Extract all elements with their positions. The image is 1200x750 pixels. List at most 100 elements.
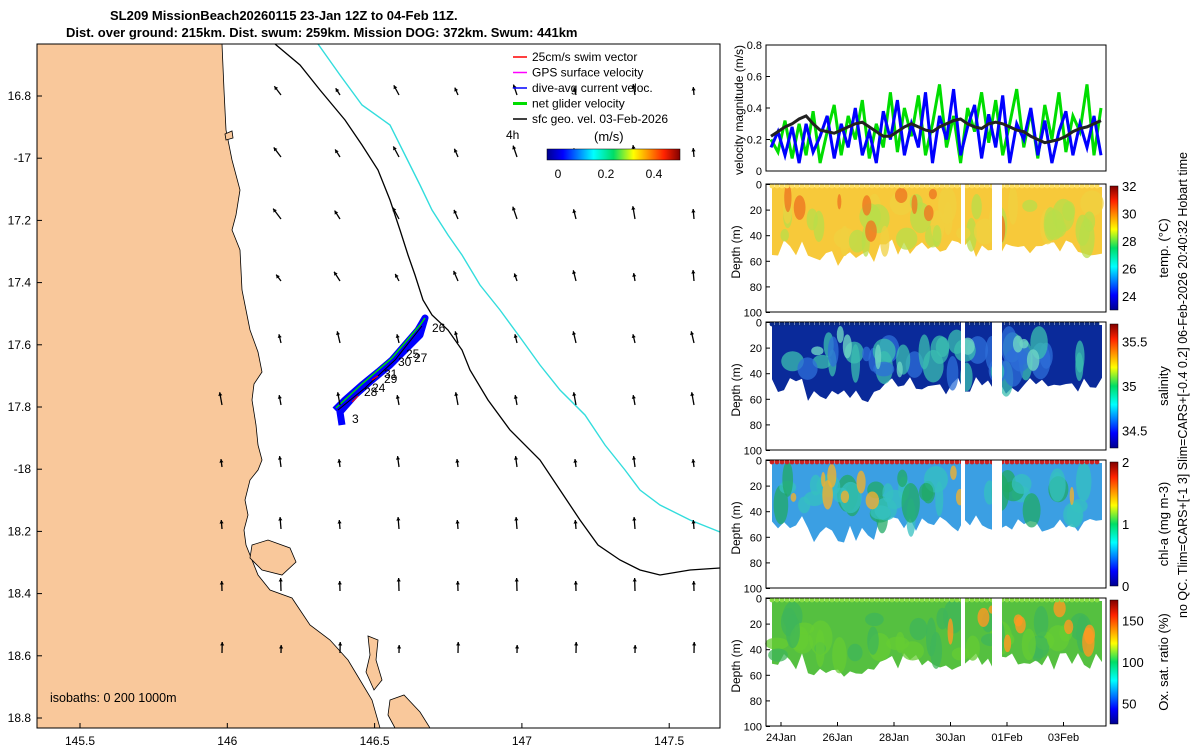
velocity-arrow-head (572, 209, 577, 214)
velocity-arrow-head (276, 274, 280, 279)
depth-tick: 100 (744, 722, 762, 734)
colorbar-tick: 50 (1122, 696, 1136, 711)
velocity-arrow-head (691, 520, 696, 524)
time-tick-label: 01Feb (991, 732, 1022, 744)
velocity-ytick: 0.8 (747, 40, 762, 52)
lat-tick-label: 18.8 (8, 711, 32, 725)
track-day-label: 29 (384, 372, 398, 386)
velocity-arrow-head (692, 642, 697, 646)
velocity-arrow-head (572, 392, 577, 396)
velocity-arrow-head (395, 273, 399, 278)
velocity-arrow-head (278, 517, 283, 521)
colorbar-tick: 1 (1122, 517, 1129, 532)
velocity-arrow-head (751, 273, 755, 276)
velocity-arrow-head (631, 334, 636, 339)
velocity-arrow-head (453, 270, 457, 275)
velocity-arrow (751, 334, 753, 343)
isobath-1000 (317, 44, 720, 533)
depth-ylabel: Depth (m) (729, 639, 743, 692)
velocity-arrow-head (453, 148, 458, 153)
colorbar-tick: 28 (1122, 234, 1136, 249)
isobaths-note: isobaths: 0 200 1000m (50, 691, 176, 705)
velocity-arrow-head (453, 209, 458, 214)
velocity-arrow-head (691, 270, 696, 274)
velocity-arrow-head (572, 331, 577, 336)
velocity-arrow-head (633, 645, 638, 649)
velocity-series-line (769, 88, 1103, 164)
depth-tick: 0 (756, 180, 762, 192)
time-tick-label: 26Jan (823, 732, 853, 744)
depth-tick: 80 (750, 282, 762, 294)
velocity-arrow-head (514, 517, 519, 521)
time-tick-label: 03Feb (1048, 732, 1079, 744)
track-day-label: 31 (384, 367, 398, 381)
time-axis: 24Jan 26Jan 28Jan 30Jan 01Feb 03Feb (766, 722, 1079, 744)
depth-tick: 0 (756, 594, 762, 606)
velocity-arrow-head (395, 334, 400, 339)
velocity-arrow-head (631, 206, 636, 210)
colorbar-title: (m/s) (594, 129, 624, 144)
plot-subtitle: Dist. over ground: 215km. Dist. swum: 25… (66, 25, 578, 40)
velocity-arrow-head (335, 149, 339, 154)
depth-tick: 60 (750, 532, 762, 544)
section-panel: 0 20 40 60 80 100 Depth (m) 2 1 0 chl-a (mg m-3) (729, 455, 1171, 596)
lat-tick-label: 17.6 (8, 338, 32, 352)
track-day-label: 28 (364, 385, 378, 399)
velocity-arrow-head (572, 270, 577, 275)
colorbar-tick: 26 (1122, 262, 1136, 277)
depth-tick: 20 (750, 481, 762, 493)
velocity-arrow-head (574, 642, 579, 646)
velocity-arrow-head (397, 645, 402, 649)
velocity-arrow-head (218, 392, 223, 396)
velocity-ytick: 0.6 (747, 72, 762, 84)
lat-tick-label: -18 (14, 462, 32, 476)
processing-note: no QC. Tlim=CARS+[-1 3] Slim=CARS+[-0.4 … (1176, 152, 1190, 618)
legend-item: sfc geo. vel. 03-Feb-2026 (532, 112, 668, 126)
velocity-arrow-head (632, 517, 637, 521)
velocity-ylabel: velocity magnitude (m/s) (732, 45, 746, 175)
velocity-panel: 0 0.2 0.4 0.6 0.8 velocity magnitude (m/s) (732, 40, 1107, 178)
velocity-arrow-head (690, 392, 695, 396)
legend-item: dive-avg current veloc. (532, 81, 653, 95)
velocity-arrow-head (338, 642, 343, 646)
colorbar-label: chl-a (mg m-3) (1156, 482, 1171, 567)
depth-tick: 40 (750, 645, 762, 657)
velocity-arrow-head (515, 645, 520, 649)
velocity-arrow-head (277, 395, 282, 399)
section-colorbar (1109, 461, 1119, 587)
velocity-arrow-head (631, 456, 637, 460)
lat-tick-label: 18.6 (8, 649, 32, 663)
section-colorbar (1109, 185, 1119, 311)
time-tick-label: 24Jan (766, 732, 796, 744)
velocity-arrow-head (278, 578, 283, 582)
depth-tick: 40 (750, 507, 762, 519)
velocity-arrow-head (219, 581, 224, 585)
velocity-arrow-head (455, 581, 460, 585)
depth-tick: 20 (750, 619, 762, 631)
lat-tick-label: 18.4 (8, 587, 32, 601)
colorbar-label: Ox. sat. ratio (%) (1156, 613, 1171, 711)
depth-tick: 80 (750, 696, 762, 708)
lon-tick-label: 147.5 (654, 734, 684, 748)
colorbar-tick: 150 (1122, 614, 1144, 629)
velocity-arrow-head (455, 459, 460, 463)
section-colorbar (1109, 599, 1119, 725)
velocity-arrow-head (691, 209, 696, 213)
velocity-arrow-head (690, 331, 695, 336)
track-day-label: 30 (398, 355, 412, 369)
velocity-series-line (769, 84, 1103, 164)
velocity-ytick: 0.2 (747, 135, 762, 147)
land-mass (37, 44, 381, 728)
lat-tick-label: 17.2 (8, 213, 32, 227)
velocity-arrow-head (750, 334, 754, 338)
legend-item: 25cm/s swim vector (532, 50, 637, 64)
depth-ylabel: Depth (m) (729, 225, 743, 278)
colorbar-tick: 32 (1122, 179, 1136, 194)
track-day-label: 27 (414, 351, 428, 365)
track-day-label: 25 (406, 347, 420, 361)
isobath-200 (274, 44, 720, 576)
velocity-arrow-head (337, 459, 342, 463)
velocity-arrow-head (751, 84, 755, 87)
